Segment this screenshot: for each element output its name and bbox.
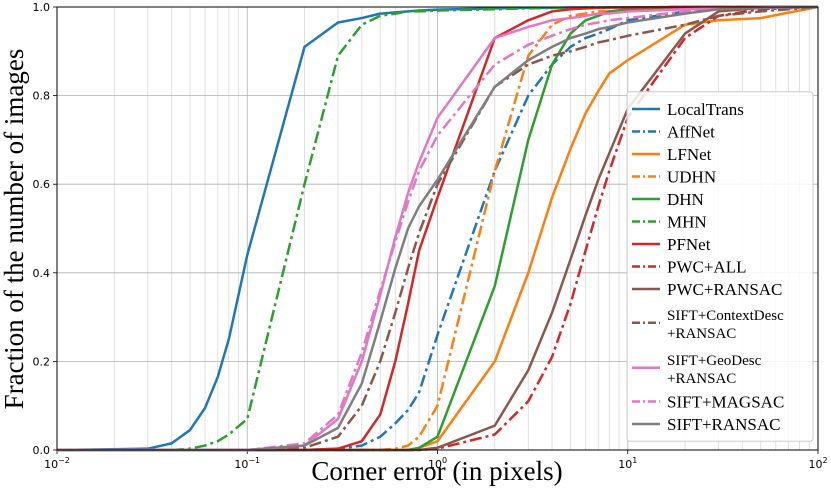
legend-label: MHN xyxy=(667,213,707,232)
legend-label: DHN xyxy=(667,190,704,209)
x-tick-label: 100 xyxy=(428,456,447,471)
legend-label: AffNet xyxy=(667,123,715,142)
legend-label: PWC+RANSAC xyxy=(667,280,782,299)
y-tick-label: 0.0 xyxy=(33,444,51,457)
x-tick-label: 101 xyxy=(618,456,637,471)
x-axis-label: Corner error (in pixels) xyxy=(311,456,562,486)
legend-label: UDHN xyxy=(667,168,716,187)
legend-label: PWC+ALL xyxy=(667,258,746,277)
series-line xyxy=(57,5,818,452)
legend-label: SIFT+ContextDesc +RANSAC xyxy=(667,308,784,342)
legend-label: LocalTrans xyxy=(667,100,744,119)
y-tick-label: 0.6 xyxy=(33,178,51,191)
legend-label: SIFT+RANSAC xyxy=(667,415,781,434)
plot-frame xyxy=(56,6,819,451)
legend-label: SIFT+GeoDesc +RANSAC xyxy=(667,353,762,387)
x-tick-label: 10−2 xyxy=(44,456,70,471)
legend-box xyxy=(626,91,814,442)
legend-label: LFNet xyxy=(667,145,712,164)
y-tick-label: 1.0 xyxy=(33,1,51,14)
x-tick-label: 102 xyxy=(808,456,827,471)
x-tick-label: 10−1 xyxy=(234,456,260,471)
y-axis-label: Fraction of the number of images xyxy=(0,49,29,410)
y-tick-label: 0.2 xyxy=(33,355,51,368)
legend-label: PFNet xyxy=(667,235,711,254)
y-tick-label: 0.8 xyxy=(33,90,51,103)
legend-label: SIFT+MAGSAC xyxy=(667,393,784,412)
y-tick-label: 0.4 xyxy=(33,267,51,280)
